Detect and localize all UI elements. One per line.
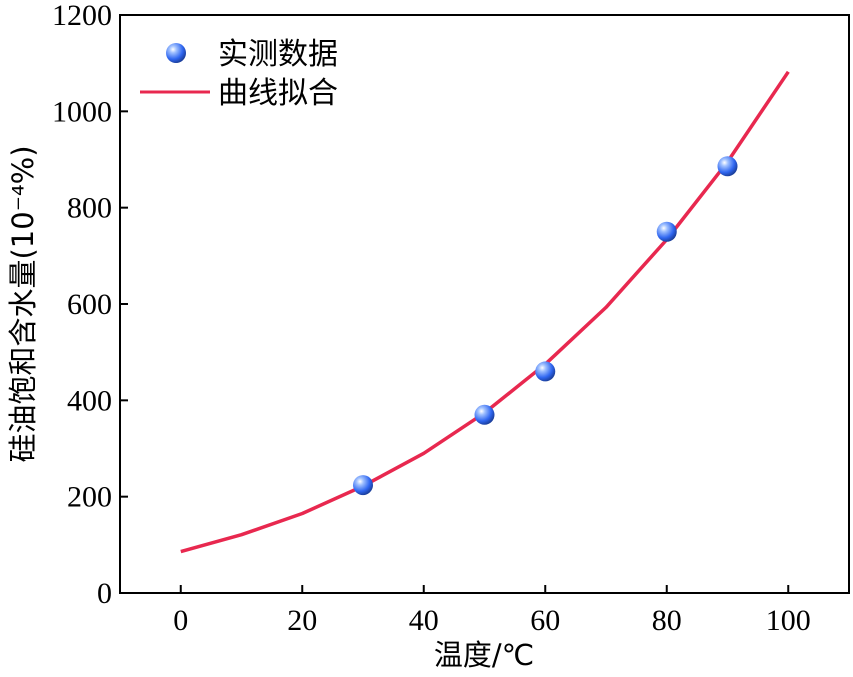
x-tick-label: 0	[173, 604, 188, 637]
y-axis: 0 200 400 600 800 1000 1200	[52, 0, 128, 610]
y-axis-title: 硅油饱和含水量(10⁻⁴%)	[6, 145, 40, 462]
measured-series	[353, 156, 738, 496]
legend-label-measured: 实测数据	[218, 37, 338, 72]
x-tick-label: 40	[409, 604, 439, 637]
legend-marker-measured	[166, 43, 186, 63]
legend: 实测数据 曲线拟合	[140, 37, 338, 111]
y-tick-label: 1200	[52, 0, 112, 32]
x-tick-label: 100	[766, 604, 811, 637]
x-tick-label: 20	[287, 604, 317, 637]
x-axis: 0 20 40 60 80 100	[173, 585, 811, 637]
data-point	[535, 361, 556, 382]
y-tick-label: 600	[67, 288, 112, 321]
data-point	[717, 156, 738, 177]
y-tick-label: 200	[67, 481, 112, 514]
y-tick-label: 400	[67, 384, 112, 417]
x-tick-label: 60	[530, 604, 560, 637]
fit-series	[180, 70, 790, 554]
data-point	[353, 475, 373, 496]
x-axis-title: 温度/℃	[434, 638, 534, 672]
y-tick-label: 1000	[52, 95, 112, 128]
data-point	[656, 221, 677, 242]
x-tick-label: 80	[652, 604, 682, 637]
legend-label-fit: 曲线拟合	[218, 76, 338, 111]
fit-curve	[180, 70, 790, 554]
y-tick-label: 800	[67, 192, 112, 225]
y-tick-label: 0	[97, 577, 112, 610]
data-point	[474, 404, 495, 425]
